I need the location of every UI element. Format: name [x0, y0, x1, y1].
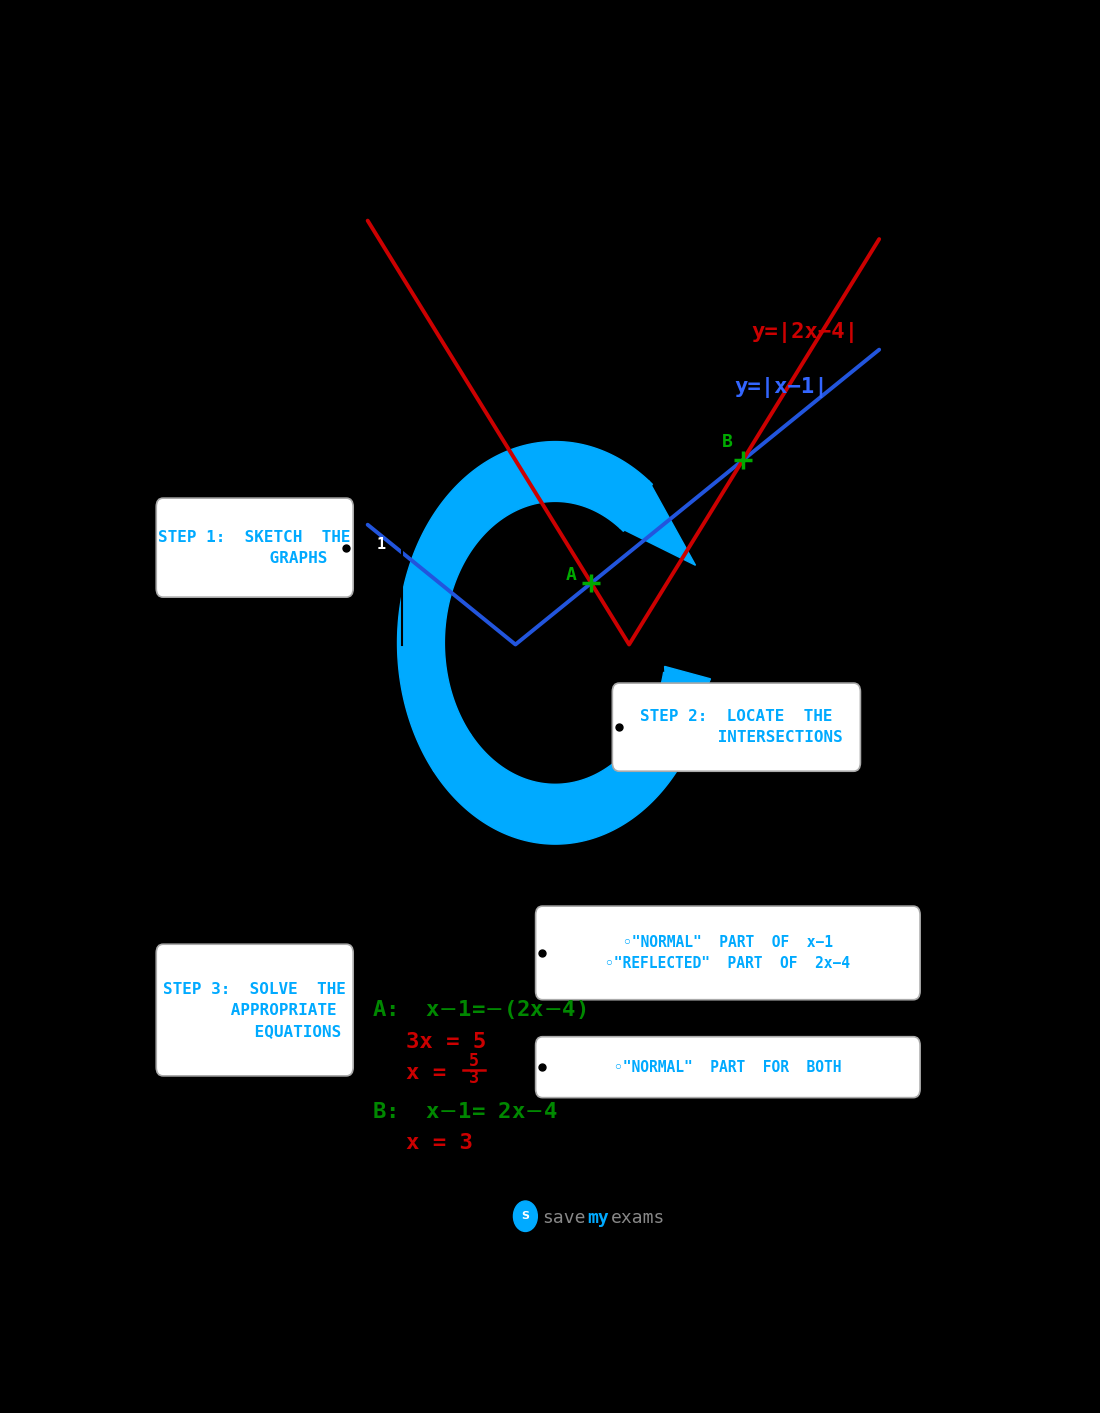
Text: x =: x =	[406, 1063, 447, 1084]
Text: B:  x$-$1= 2x$-$4: B: x$-$1= 2x$-$4	[372, 1102, 558, 1122]
Text: STEP 3:  SOLVE  THE
      APPROPRIATE
         EQUATIONS: STEP 3: SOLVE THE APPROPRIATE EQUATIONS	[163, 982, 346, 1039]
Text: exams: exams	[610, 1210, 665, 1228]
Circle shape	[514, 1201, 537, 1232]
Polygon shape	[397, 442, 710, 844]
Text: x = 3: x = 3	[406, 1133, 473, 1153]
Text: ◦"NORMAL"  PART  OF  x−1
◦"REFLECTED"  PART  OF  2x−4: ◦"NORMAL" PART OF x−1 ◦"REFLECTED" PART …	[605, 935, 850, 971]
Text: A:  x$-$1=$-$(2x$-$4): A: x$-$1=$-$(2x$-$4)	[372, 998, 586, 1022]
Polygon shape	[619, 480, 695, 565]
Text: 3: 3	[470, 1070, 480, 1088]
FancyBboxPatch shape	[156, 944, 353, 1075]
FancyBboxPatch shape	[156, 499, 353, 598]
Polygon shape	[400, 670, 471, 771]
Text: A: A	[565, 565, 576, 584]
FancyBboxPatch shape	[536, 1037, 920, 1098]
Text: y=|2x−4|: y=|2x−4|	[751, 322, 858, 343]
FancyBboxPatch shape	[536, 906, 920, 1000]
Text: B: B	[722, 434, 733, 451]
Text: STEP 2:  LOCATE  THE
         INTERSECTIONS: STEP 2: LOCATE THE INTERSECTIONS	[630, 709, 843, 745]
Text: 1: 1	[376, 537, 385, 552]
Text: STEP 1:  SKETCH  THE
         GRAPHS: STEP 1: SKETCH THE GRAPHS	[158, 530, 351, 565]
Text: y=|x−1|: y=|x−1|	[735, 377, 828, 397]
Polygon shape	[664, 667, 711, 770]
Text: save: save	[542, 1210, 586, 1228]
Text: S: S	[521, 1211, 529, 1221]
FancyBboxPatch shape	[613, 682, 860, 771]
Text: 3x = 5: 3x = 5	[406, 1031, 486, 1051]
Text: my: my	[586, 1210, 608, 1228]
Text: ◦"NORMAL"  PART  FOR  BOTH: ◦"NORMAL" PART FOR BOTH	[614, 1060, 842, 1075]
Text: 5: 5	[470, 1053, 480, 1070]
